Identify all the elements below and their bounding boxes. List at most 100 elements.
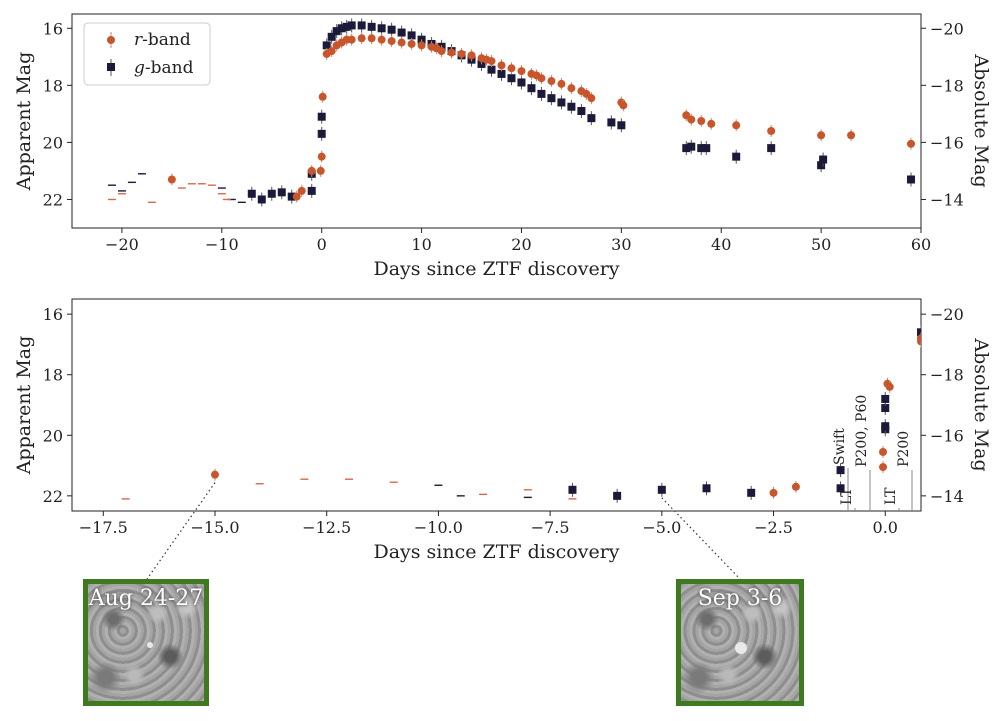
legend: r-band g-band (83, 22, 211, 86)
right-y-axis-label: Absolute Mag (970, 337, 992, 471)
r-band-point (817, 131, 826, 140)
x-tick-label: 20 (511, 235, 531, 254)
r-band-point (297, 186, 306, 195)
r-band-point (397, 38, 406, 47)
y-tick-label: 18 (43, 76, 63, 95)
r-band-point (687, 115, 696, 124)
r-band-point (317, 152, 326, 161)
g-band-point (487, 65, 496, 74)
r-band-point (457, 49, 466, 58)
g-band-point (267, 189, 276, 198)
r-band-point (447, 48, 456, 57)
r-band-point (507, 64, 516, 73)
r-band-point (377, 35, 386, 44)
r-band-point (769, 488, 778, 497)
thumbnail-sep: Sep 3-6 (676, 579, 804, 706)
x-tick-label: −7.5 (531, 518, 570, 537)
r-band-point (467, 51, 476, 60)
y-tick-label: 22 (43, 487, 63, 506)
x-tick-label: −15.0 (190, 518, 239, 537)
thumbnail-aug-source (147, 642, 153, 648)
thumbnail-aug: Aug 24-27 (83, 579, 209, 706)
y-tick-label: 16 (43, 305, 63, 324)
g-band-point (327, 32, 336, 41)
legend-r-marker (107, 36, 115, 44)
y-tick-label: 20 (43, 133, 63, 152)
x-tick-label: −5.0 (642, 518, 681, 537)
x-tick-label: 30 (611, 235, 631, 254)
connector-sep (661, 497, 741, 580)
g-band-point (347, 21, 356, 30)
r-band-point (697, 117, 706, 125)
annotation-label: LT (883, 487, 899, 505)
top-light-curve-panel: −20 −10 0 10 20 30 40 50 60 16 18 20 22 −20 −18 −16 −14 D… (13, 13, 992, 280)
x-tick-label: −20 (105, 235, 139, 254)
g-band-point (557, 98, 566, 107)
r-band-point (307, 166, 316, 175)
r-band-point (387, 37, 396, 46)
r-band-point (926, 334, 934, 342)
g-band-point (357, 21, 366, 30)
g-band-point (247, 189, 256, 198)
g-band-point (657, 485, 666, 494)
annotation-label: LT (839, 487, 855, 505)
g-band-point (687, 142, 696, 151)
r-band-point (557, 79, 566, 88)
r-band-point (292, 192, 301, 201)
r-band-point (619, 101, 628, 110)
x-axis-label: Days since ZTF discovery (373, 258, 619, 280)
r-band-point (547, 77, 556, 86)
r-band-point (407, 39, 416, 48)
g-band-point (332, 27, 341, 36)
g-band-point (613, 491, 622, 500)
r-band-point (347, 35, 356, 44)
r-band-point (537, 74, 546, 83)
right-y-tick-label: −16 (930, 426, 964, 445)
r-band-point (357, 34, 366, 43)
r-band-point (791, 482, 800, 491)
r-band-point (517, 67, 526, 76)
g-band-point (317, 129, 326, 138)
g-band-point (607, 118, 616, 127)
g-band-point (817, 161, 826, 170)
g-band-point (337, 24, 346, 33)
g-band-point (377, 24, 386, 33)
g-band-point (527, 84, 536, 93)
legend-box (83, 22, 211, 86)
data-layer (121, 325, 934, 503)
right-y-tick-label: −18 (930, 366, 964, 385)
g-band-point (322, 41, 331, 50)
connector-aug (146, 482, 216, 580)
x-axis-label: Days since ZTF discovery (373, 541, 619, 563)
g-band-point (287, 192, 296, 201)
r-band-point (587, 94, 596, 103)
g-band-point (567, 102, 576, 111)
r-band-point (767, 126, 776, 135)
g-band-point (397, 28, 406, 37)
g-band-point (577, 107, 586, 116)
annotation-label: P200, P60 (854, 395, 870, 467)
x-tick-label: 0.0 (873, 518, 898, 537)
g-band-point (697, 144, 706, 153)
g-band-point (342, 22, 351, 31)
bottom-light-curve-panel: −17.5 −15.0 −12.5 −10.0 −7.5 −5.0 −2.5 0.0 16 18 2… (13, 298, 992, 563)
right-y-tick-label: −14 (930, 487, 964, 506)
r-band-point (487, 57, 496, 66)
right-y-tick-label: −14 (930, 190, 964, 209)
y-axis-label: Apparent Mag (13, 336, 35, 476)
y-tick-label: 20 (43, 426, 63, 445)
g-band-point (682, 144, 691, 153)
g-band-point (702, 484, 711, 493)
g-band-point (307, 186, 316, 195)
thumbnail-connectors (146, 482, 741, 580)
r-band-point (367, 34, 376, 43)
g-band-point (517, 78, 526, 87)
right-y-tick-label: −16 (930, 133, 964, 152)
g-band-point (881, 394, 890, 403)
thumbnail-aug-label: Aug 24-27 (88, 586, 204, 611)
g-band-point (497, 69, 506, 78)
data-layer (107, 18, 916, 207)
r-band-point (167, 175, 176, 184)
legend-g-marker (107, 63, 115, 71)
thumbnail-sep-label: Sep 3-6 (697, 586, 783, 611)
